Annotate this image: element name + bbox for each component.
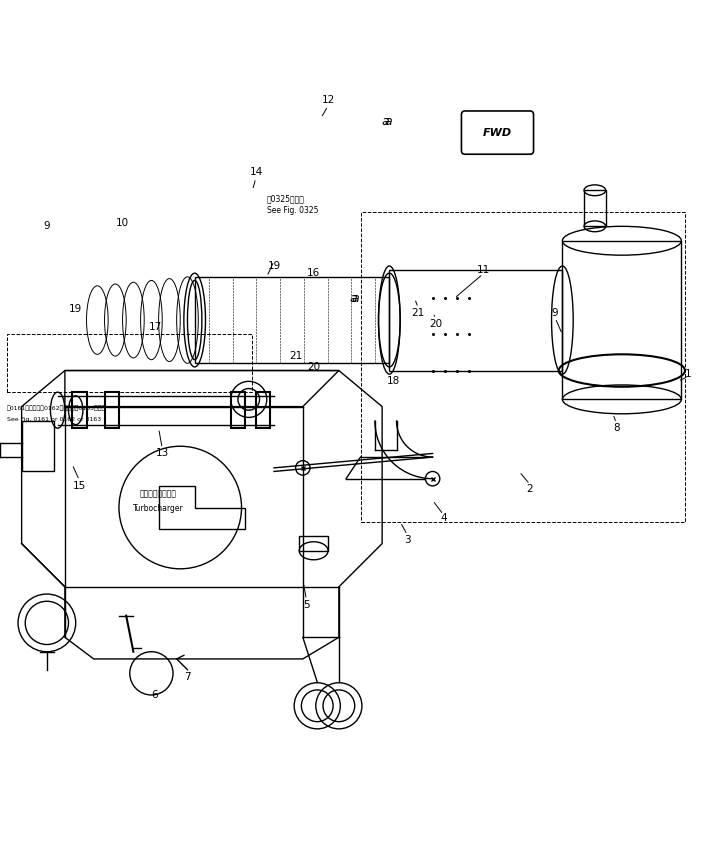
Text: 14: 14: [249, 168, 262, 178]
Text: 20: 20: [307, 362, 320, 372]
Text: Turbocharger: Turbocharger: [133, 504, 184, 513]
Text: 19: 19: [69, 304, 82, 314]
Text: ターボチャージャ: ターボチャージャ: [140, 490, 177, 498]
Text: 1: 1: [685, 369, 692, 379]
Text: 21: 21: [289, 351, 302, 361]
Text: 21: 21: [412, 308, 425, 317]
Text: a: a: [382, 115, 389, 128]
Text: a: a: [384, 115, 392, 128]
Text: 13: 13: [156, 449, 169, 458]
Text: 4: 4: [440, 514, 447, 524]
Text: 12: 12: [322, 95, 335, 105]
Text: See Fig. 0161 or 0162 or 0163: See Fig. 0161 or 0162 or 0163: [7, 417, 102, 422]
Text: 第0161図または第0162図または第0163図参照: 第0161図または第0162図または第0163図参照: [7, 406, 107, 411]
Text: FWD: FWD: [483, 128, 512, 137]
Text: 15: 15: [73, 481, 86, 491]
Text: 20: 20: [430, 318, 443, 328]
Text: 19: 19: [267, 261, 280, 271]
Text: a: a: [352, 292, 359, 305]
Text: 9: 9: [43, 221, 50, 232]
Text: 18: 18: [386, 376, 399, 386]
Text: 16: 16: [307, 269, 320, 278]
Text: 第0325図参照: 第0325図参照: [267, 195, 305, 203]
Text: 11: 11: [477, 264, 490, 274]
Text: 9: 9: [552, 308, 559, 317]
Text: 10: 10: [116, 218, 129, 227]
Text: 8: 8: [613, 424, 620, 434]
Text: 2: 2: [526, 484, 534, 494]
Text: 3: 3: [404, 535, 411, 545]
Text: 5: 5: [303, 600, 310, 610]
Text: See Fig. 0325: See Fig. 0325: [267, 206, 318, 216]
Text: a: a: [350, 292, 357, 305]
Text: 17: 17: [149, 322, 162, 333]
Text: 7: 7: [184, 672, 191, 682]
Text: 6: 6: [151, 690, 159, 700]
